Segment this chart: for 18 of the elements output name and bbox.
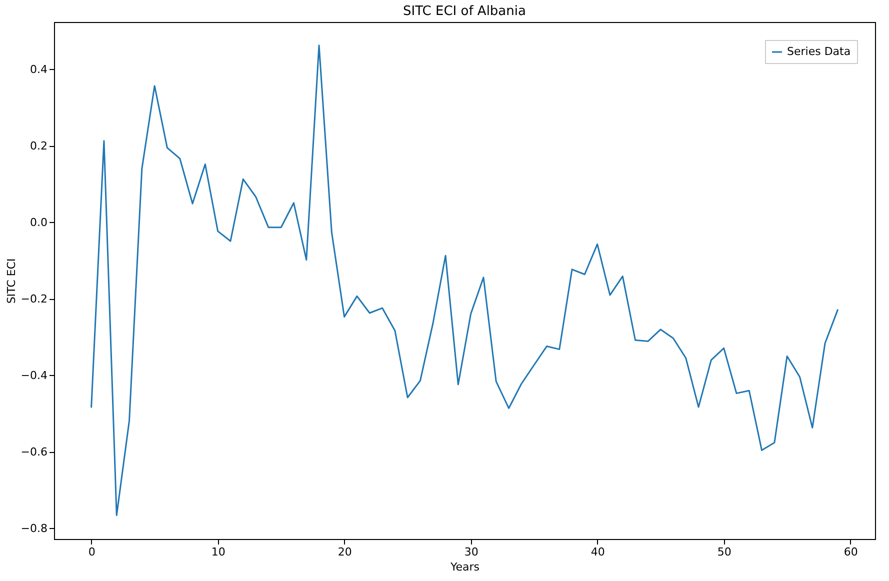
- y-tick-label: −0.4: [20, 368, 48, 382]
- x-tick-label: 40: [590, 546, 605, 558]
- x-axis-title: Years: [449, 560, 480, 574]
- x-tick-label: 50: [717, 546, 732, 558]
- chart-title: SITC ECI of Albania: [403, 4, 526, 19]
- y-tick-label: 0.2: [30, 139, 48, 152]
- legend-label: Series Data: [787, 45, 851, 58]
- y-tick-label: 0.4: [30, 62, 48, 76]
- x-tick-label: 10: [211, 546, 226, 558]
- y-axis-title: SITC ECI: [4, 258, 18, 304]
- x-tick-label: 20: [338, 546, 352, 558]
- x-tick-label: 0: [88, 546, 96, 558]
- x-tick-label: 60: [844, 546, 858, 558]
- y-tick-label: 0.0: [30, 216, 48, 229]
- y-tick-label: −0.6: [20, 445, 48, 458]
- y-tick-label: −0.2: [20, 292, 48, 306]
- x-tick-label: 30: [464, 546, 478, 558]
- y-tick-label: −0.8: [20, 522, 48, 535]
